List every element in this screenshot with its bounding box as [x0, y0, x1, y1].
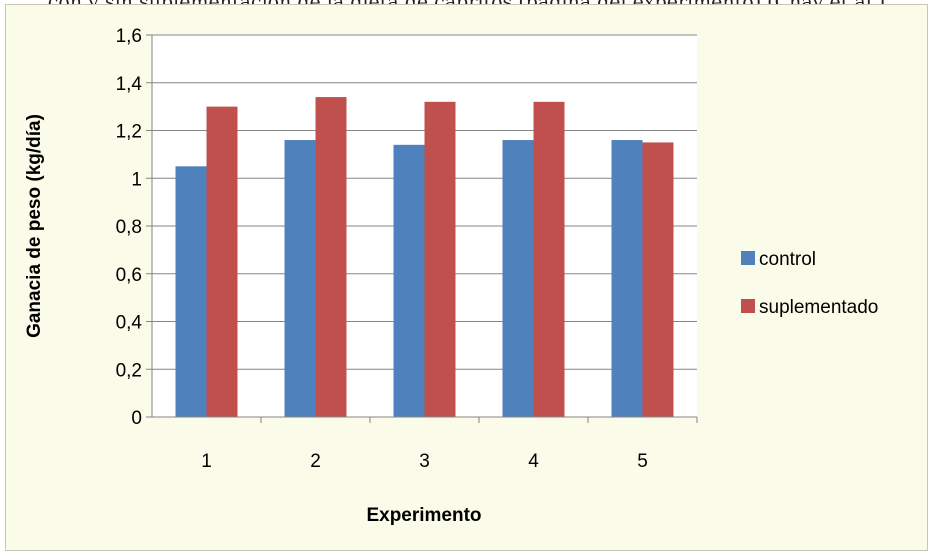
y-tick-label: 1,6	[116, 26, 142, 47]
y-tick-label: 0,6	[116, 265, 142, 286]
y-tick-label: 1,2	[116, 122, 142, 143]
bar-suplementado-5	[642, 142, 674, 417]
bar-control-2	[284, 140, 316, 418]
bar-suplementado-2	[315, 97, 347, 417]
y-tick-label: 0,8	[116, 217, 142, 238]
legend: control suplementado	[741, 249, 878, 318]
legend-swatch-control	[741, 251, 755, 265]
x-tick-label: 4	[528, 451, 539, 472]
x-tick-label: 1	[201, 451, 212, 472]
x-tick-label: 5	[637, 451, 648, 472]
bar-control-3	[393, 144, 425, 417]
y-axis-title: Ganacia de peso (kg/día)	[24, 114, 45, 338]
x-tick-label: 3	[419, 451, 430, 472]
x-tick-label: 2	[310, 451, 321, 472]
y-tick-label: 1,4	[116, 74, 143, 95]
bar-control-5	[611, 140, 643, 418]
y-tick-label: 1	[131, 169, 142, 190]
legend-label-control: control	[759, 249, 816, 270]
y-tick-label: 0	[131, 408, 142, 429]
y-tick-labels: 0 0,2 0,4 0,6 0,8 1 1,2 1,4 1,6	[116, 26, 143, 429]
bar-control-4	[502, 140, 534, 418]
bar-suplementado-3	[424, 101, 456, 417]
x-axis-title: Experimento	[366, 505, 481, 526]
bars	[175, 97, 674, 418]
bar-suplementado-1	[206, 106, 238, 417]
legend-swatch-suplementado	[741, 299, 755, 313]
y-tick-label: 0,4	[116, 313, 143, 334]
y-tick-label: 0,2	[116, 360, 142, 381]
bar-suplementado-4	[533, 101, 565, 417]
bar-control-1	[175, 166, 207, 417]
x-tick-labels: 1 2 3 4 5	[201, 451, 648, 472]
legend-label-suplementado: suplementado	[759, 297, 878, 318]
